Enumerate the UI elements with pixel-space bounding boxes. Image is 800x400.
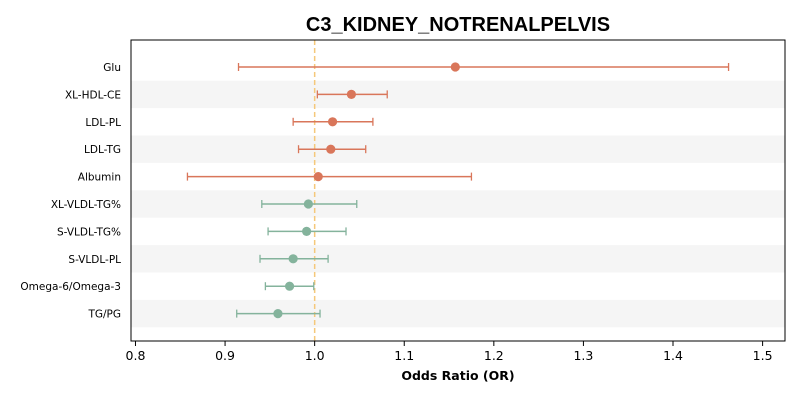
forest-row: S-VLDL-PL [68,254,329,266]
row-label: Glu [103,62,121,74]
odds-ratio-point [284,281,295,291]
x-tick-label: 1.0 [305,348,325,363]
x-axis-label: Odds Ratio (OR) [401,368,514,383]
forest-rows: Glu XL-HDL-CE LDL-PL LDL-TG Albumin XL-VLDL-T… [20,62,730,321]
row-label: TG/PG [87,309,121,321]
odds-ratio-point [450,62,460,72]
chart-title: C3_KIDNEY_NOTRENALPELVIS [306,14,610,36]
forest-row: Omega-6/Omega-3 [20,281,315,293]
x-tick-label: 1.5 [753,348,773,363]
row-bands [131,80,785,328]
forest-row: S-VLDL-TG% [57,226,347,238]
x-tick-label: 1.1 [394,348,414,363]
row-label: S-VLDL-PL [68,254,121,266]
odds-ratio-point [288,254,298,264]
forest-row: Glu [103,62,730,74]
odds-ratio-point [327,117,338,127]
x-tick-label: 1.2 [484,348,504,363]
row-band [131,190,785,218]
forest-row: XL-HDL-CE [65,89,388,101]
row-band [131,245,785,273]
row-label: LDL-PL [85,117,121,129]
forest-row: TG/PG [87,309,321,321]
row-label: XL-VLDL-TG% [51,199,121,211]
x-tick-label: 0.8 [126,348,146,363]
row-label: LDL-TG [84,144,121,156]
forest-row: LDL-PL [85,117,374,129]
x-tick-label: 1.3 [573,348,593,363]
row-band [131,135,785,163]
forest-row: XL-VLDL-TG% [51,199,358,211]
x-axis-ticks: 0.8 0.9 1.0 1.1 1.2 1.3 1.4 1.5 [126,341,773,363]
plot-frame [130,39,786,342]
x-tick-label: 0.9 [215,348,235,363]
row-band [131,80,785,109]
row-label: Albumin [78,172,121,184]
forest-row: Albumin [78,172,473,184]
row-label: Omega-6/Omega-3 [20,281,121,293]
x-tick-label: 1.4 [663,348,683,363]
odds-ratio-point [313,172,323,182]
row-band [131,299,785,328]
odds-ratio-point [346,89,356,99]
odds-ratio-point [303,199,313,209]
row-label: XL-HDL-CE [65,89,121,101]
row-label: S-VLDL-TG% [57,226,121,238]
forest-row: LDL-TG [84,144,367,156]
odds-ratio-point [301,226,312,236]
odds-ratio-point [326,144,336,154]
odds-ratio-point [273,309,283,319]
